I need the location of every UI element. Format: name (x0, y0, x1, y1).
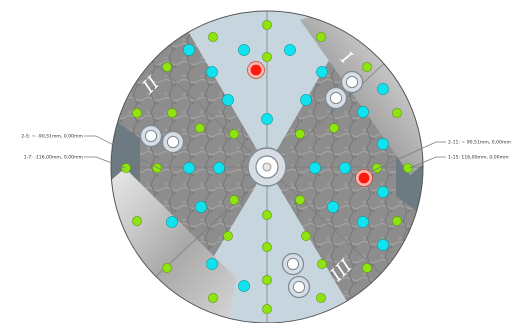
ring-marker-icon (340, 70, 364, 94)
ring-marker-icon (287, 275, 311, 299)
dot-marker-icon (284, 44, 296, 56)
ring-marker-icon (281, 252, 305, 276)
dot-marker-icon (206, 258, 218, 270)
dot-marker-icon (250, 64, 262, 76)
callout-right-bottom: 1-15: 116,00mm, 0,00mm (448, 155, 509, 161)
dot-marker-icon (262, 210, 272, 220)
dot-marker-icon (262, 304, 272, 314)
dot-marker-icon (362, 263, 372, 273)
ring-marker-icon (247, 147, 287, 187)
dot-marker-icon (195, 123, 205, 133)
dot-marker-icon (222, 94, 234, 106)
dot-marker-icon (183, 162, 195, 174)
dot-marker-icon (162, 62, 172, 72)
callout-right-top: 2-11: ~ 90,51mm, 0,00mm (448, 140, 511, 146)
dot-marker-icon (262, 242, 272, 252)
dot-marker-icon (206, 66, 218, 78)
red-dots (247, 61, 373, 187)
dot-marker-icon (132, 108, 142, 118)
dot-marker-icon (152, 163, 162, 173)
dot-marker-icon (166, 216, 178, 228)
dot-marker-icon (358, 172, 370, 184)
ring-markers (139, 70, 364, 299)
dot-marker-icon (392, 216, 402, 226)
dot-marker-icon (403, 163, 413, 173)
dot-marker-icon (262, 52, 272, 62)
dot-marker-icon (327, 201, 339, 213)
dot-marker-icon (362, 62, 372, 72)
callout-left-top: 2-5: ~ -90,51mm, 0,00mm (21, 134, 83, 140)
ring-marker-icon (161, 130, 185, 154)
ring-marker-icon (139, 124, 163, 148)
dot-marker-icon (372, 163, 382, 173)
callout-left-bottom: 1-7: -116,00mm, 0,00mm (24, 155, 84, 161)
dot-marker-icon (377, 186, 389, 198)
dot-marker-icon (121, 163, 131, 173)
dot-marker-icon (132, 216, 142, 226)
dot-marker-icon (317, 259, 327, 269)
dot-marker-icon (357, 216, 369, 228)
dot-marker-icon (377, 138, 389, 150)
leader-lines (84, 135, 446, 173)
dot-marker-icon (208, 293, 218, 303)
dot-marker-icon (295, 195, 305, 205)
dot-marker-icon (261, 113, 273, 125)
dot-marker-icon (162, 263, 172, 273)
dot-marker-icon (238, 44, 250, 56)
dot-marker-icon (262, 275, 272, 285)
dot-marker-icon (208, 32, 218, 42)
dot-marker-icon (357, 106, 369, 118)
dot-marker-icon (329, 123, 339, 133)
dot-marker-icon (392, 108, 402, 118)
dot-marker-icon (213, 162, 225, 174)
dot-marker-icon (183, 44, 195, 56)
dot-marker-icon (238, 280, 250, 292)
dot-marker-icon (377, 239, 389, 251)
dot-marker-icon (229, 195, 239, 205)
dot-marker-icon (295, 129, 305, 139)
dot-marker-icon (167, 108, 177, 118)
cyan-dots (166, 44, 389, 292)
dot-marker-icon (316, 66, 328, 78)
wafer-outline (110, 10, 424, 323)
dot-marker-icon (223, 231, 233, 241)
dot-marker-icon (316, 32, 326, 42)
dot-marker-icon (300, 94, 312, 106)
dot-marker-icon (262, 20, 272, 30)
dot-marker-icon (316, 293, 326, 303)
dot-marker-icon (377, 83, 389, 95)
dot-marker-icon (229, 129, 239, 139)
dot-marker-icon (339, 162, 351, 174)
dot-marker-icon (309, 162, 321, 174)
ring-marker-icon (324, 86, 348, 110)
wafer-disc (111, 11, 423, 323)
green-dots (121, 20, 413, 314)
dot-marker-icon (301, 231, 311, 241)
dot-marker-icon (195, 201, 207, 213)
